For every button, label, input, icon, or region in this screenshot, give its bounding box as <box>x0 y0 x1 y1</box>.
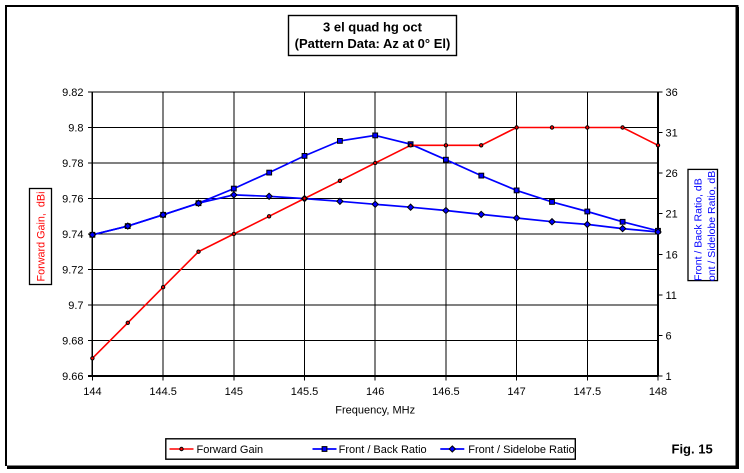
svg-text:9.72: 9.72 <box>62 265 83 277</box>
svg-text:26: 26 <box>666 168 678 180</box>
svg-text:Front / Back Ratio: Front / Back Ratio <box>339 444 427 456</box>
svg-text:9.66: 9.66 <box>62 371 83 383</box>
svg-text:9.7: 9.7 <box>68 300 83 312</box>
svg-text:9.82: 9.82 <box>62 87 83 99</box>
svg-text:147: 147 <box>507 386 525 398</box>
svg-text:144: 144 <box>83 386 101 398</box>
svg-text:9.78: 9.78 <box>62 158 83 170</box>
svg-text:9.76: 9.76 <box>62 194 83 206</box>
svg-text:1: 1 <box>666 371 672 383</box>
svg-text:Front / Sidelobe Ratio: Front / Sidelobe Ratio <box>468 444 574 456</box>
svg-text:146: 146 <box>366 386 384 398</box>
svg-text:Fig. 15: Fig. 15 <box>672 442 713 457</box>
svg-text:Frequency, MHz: Frequency, MHz <box>335 405 415 417</box>
svg-text:9.68: 9.68 <box>62 336 83 348</box>
svg-text:148: 148 <box>649 386 667 398</box>
svg-text:146.5: 146.5 <box>432 386 460 398</box>
svg-text:Front / Sidelobe Ratio, dB: Front / Sidelobe Ratio, dB <box>706 171 718 291</box>
svg-text:9.74: 9.74 <box>62 229 83 241</box>
svg-text:16: 16 <box>666 249 678 261</box>
svg-text:6: 6 <box>666 330 672 342</box>
svg-text:Forward Gain: Forward Gain <box>197 444 264 456</box>
svg-text:Front / Back Ratio, dB: Front / Back Ratio, dB <box>693 178 705 281</box>
svg-text:31: 31 <box>666 128 678 140</box>
svg-text:(Pattern Data: Az at 0° El): (Pattern Data: Az at 0° El) <box>295 36 451 51</box>
svg-text:145: 145 <box>225 386 243 398</box>
svg-text:145.5: 145.5 <box>291 386 319 398</box>
svg-text:11: 11 <box>666 290 677 302</box>
svg-text:36: 36 <box>666 87 678 99</box>
svg-text:3 el quad hg oct: 3 el quad hg oct <box>323 20 423 35</box>
svg-text:Forward Gain, dBi: Forward Gain, dBi <box>36 191 48 281</box>
svg-text:144.5: 144.5 <box>149 386 177 398</box>
svg-text:21: 21 <box>666 209 678 221</box>
svg-text:147.5: 147.5 <box>574 386 602 398</box>
svg-text:9.8: 9.8 <box>68 123 83 135</box>
